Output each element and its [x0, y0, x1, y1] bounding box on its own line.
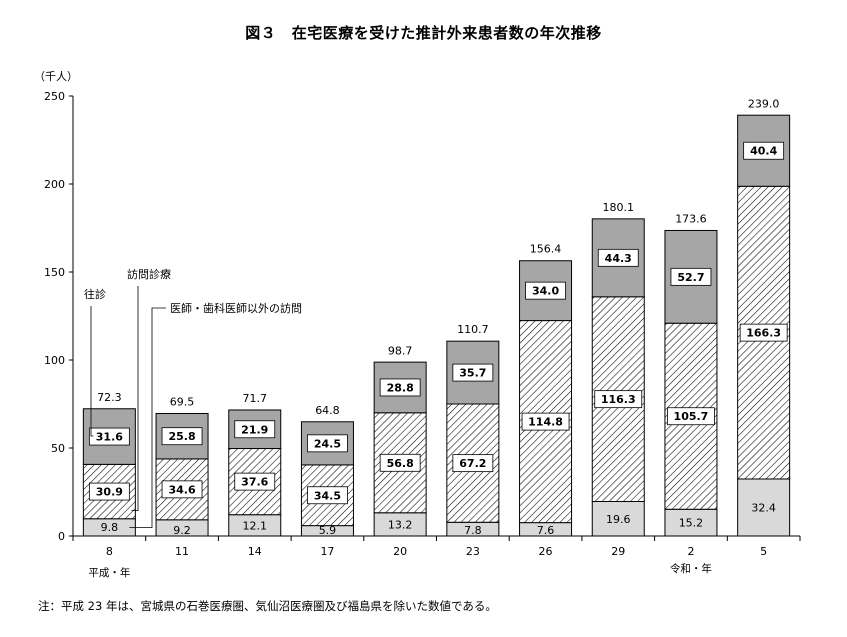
- data-label: 40.4: [750, 145, 777, 158]
- data-label: 12.1: [243, 519, 268, 532]
- data-label-box: [307, 434, 348, 453]
- data-label: 67.2: [459, 457, 486, 470]
- data-label-box: [743, 141, 785, 160]
- total-label: 69.5: [170, 396, 195, 409]
- data-label: 44.3: [605, 252, 632, 265]
- x-tick-label: 26: [539, 545, 553, 558]
- x-tick-label: 11: [175, 545, 189, 558]
- data-label: 5.9: [319, 524, 337, 537]
- plot-area: 0501001502002509.830.931.672.389.234.625…: [44, 90, 801, 579]
- total-label: 180.1: [603, 201, 635, 214]
- data-label-box: [88, 482, 130, 501]
- legend-oushin: 往診: [84, 287, 106, 301]
- data-label-box: [452, 363, 494, 382]
- data-label: 34.5: [314, 489, 341, 502]
- data-label: 34.6: [168, 483, 195, 496]
- data-label-box: [234, 420, 276, 439]
- total-label: 110.7: [457, 323, 489, 336]
- x-tick-label: 17: [320, 545, 334, 558]
- x-tick-label: 2: [687, 545, 694, 558]
- data-label: 52.7: [677, 271, 704, 284]
- data-label: 24.5: [314, 437, 341, 450]
- y-tick-label: 150: [44, 266, 65, 279]
- data-label-box: [234, 472, 276, 491]
- data-label-box: [379, 453, 421, 472]
- total-label: 72.3: [97, 391, 122, 404]
- total-label: 98.7: [388, 344, 413, 357]
- data-label: 7.8: [464, 524, 482, 537]
- x-tick-label: 14: [248, 545, 262, 558]
- data-label-box: [161, 480, 203, 499]
- footnote: 注：平成 23 年は、宮城県の石巻医療圏、気仙沼医療圏及び福島県を除いた数値であ…: [38, 599, 497, 613]
- data-label-box: [525, 281, 566, 300]
- bar-segment: [664, 508, 718, 537]
- data-label: 21.9: [241, 423, 268, 436]
- data-label: 114.8: [528, 416, 563, 429]
- legend-other-visit: 医師・歯科医師以外の訪問: [170, 301, 302, 315]
- data-label: 9.2: [173, 524, 191, 537]
- data-label-box: [379, 378, 421, 397]
- data-label: 19.6: [606, 513, 631, 526]
- era-label-heisei: 平成・年: [88, 566, 130, 579]
- legend-leader: [129, 307, 166, 529]
- data-label-box: [161, 427, 203, 446]
- data-label: 9.8: [101, 521, 119, 534]
- data-label: 25.8: [168, 430, 195, 443]
- legend-leader: [131, 286, 139, 511]
- data-label: 116.3: [601, 393, 636, 406]
- x-tick-label: 8: [106, 545, 113, 558]
- data-label-box: [307, 486, 348, 505]
- total-label: 173.6: [675, 212, 707, 225]
- data-label: 166.3: [746, 327, 781, 340]
- data-label: 7.6: [537, 524, 555, 537]
- y-tick-label: 0: [58, 530, 65, 543]
- total-label: 71.7: [243, 392, 268, 405]
- legend-houmon: 訪問診療: [127, 267, 171, 281]
- y-tick-label: 250: [44, 90, 65, 103]
- data-label: 13.2: [388, 518, 413, 531]
- y-axis-label: （千人）: [34, 70, 78, 83]
- y-tick-label: 50: [51, 442, 65, 455]
- y-tick-label: 100: [44, 354, 65, 367]
- y-tick-label: 200: [44, 178, 65, 191]
- data-label-box: [452, 454, 494, 473]
- data-label: 28.8: [387, 381, 414, 394]
- total-label: 156.4: [530, 243, 562, 256]
- data-label: 15.2: [679, 517, 704, 530]
- data-label: 32.4: [751, 501, 776, 514]
- data-label-box: [739, 323, 788, 342]
- era-label-reiwa: 令和・年: [670, 562, 712, 575]
- x-tick-label: 23: [466, 545, 480, 558]
- data-label: 30.9: [96, 486, 123, 499]
- data-label-box: [521, 412, 570, 431]
- legend-leader: [90, 306, 94, 437]
- total-label: 64.8: [315, 404, 340, 417]
- data-label: 31.6: [96, 431, 123, 444]
- data-label: 37.6: [241, 476, 268, 489]
- x-tick-label: 20: [393, 545, 407, 558]
- x-tick-label: 29: [611, 545, 625, 558]
- data-label-box: [670, 267, 712, 286]
- data-label: 35.7: [459, 367, 486, 380]
- data-label: 56.8: [387, 457, 414, 470]
- total-label: 239.0: [748, 97, 780, 110]
- chart-title: 図３ 在宅医療を受けた推計外来患者数の年次推移: [245, 24, 602, 42]
- data-label-box: [597, 248, 639, 267]
- x-tick-label: 5: [760, 545, 767, 558]
- data-label-box: [88, 427, 130, 446]
- data-label: 34.0: [532, 285, 559, 298]
- data-label-box: [667, 407, 715, 426]
- data-label-box: [594, 390, 643, 409]
- data-label: 105.7: [674, 410, 709, 423]
